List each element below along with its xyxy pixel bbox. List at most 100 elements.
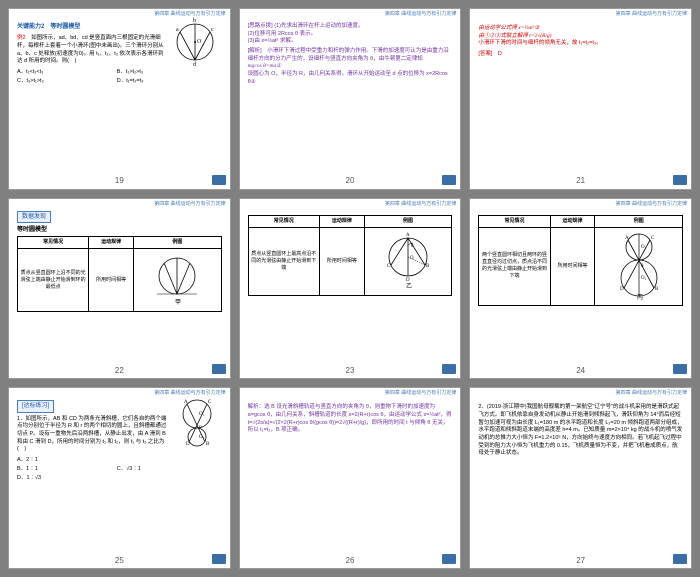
diagram-bing: A B C D O₁ O₂ θ 丙 — [614, 230, 664, 300]
formula-2: 设圆心为 O，半径为 R，由几何关系得，滑环从开始运动至 d 点的位移为 x=2… — [248, 71, 453, 86]
line-3: 小滑环下滑的时间与细杆的倾角无关，故 t₁=t₂=t₃。 — [478, 40, 683, 48]
analysis: [解析] 小滑环下滑过程中受重力和杆的弹力作用。下滑的加速度可认为是由重力沿细杆… — [248, 48, 453, 63]
cell-situation: 两个竖直圆环相切且两环的竖直直径均过切点，质点沿不同的光滑弦上端由静止开始滑到下… — [479, 227, 550, 305]
opt-c: C．t₃>t₁>t₂ — [17, 78, 115, 86]
opt-a: A．2∶1 — [17, 457, 115, 465]
chapter-header: 第四章 曲线运动与万有引力定律 — [154, 390, 225, 397]
opt-b: B．1∶1 — [17, 466, 115, 474]
formula-1: mgcos θ=ma① — [248, 63, 453, 71]
options: A．t₁<t₂<t₃ B．t₁>t₂>t₃ C．t₃>t₁>t₂ D．t₁=t₂… — [17, 69, 222, 86]
practice-title: [达标练习] — [17, 400, 54, 412]
svg-text:D: D — [620, 287, 624, 292]
opt-b: B．t₁>t₂>t₃ — [117, 69, 215, 77]
diagram-yi: A B C D O θ 乙 — [381, 230, 435, 290]
page-number: 19 — [115, 175, 124, 186]
page-number: 27 — [576, 555, 585, 566]
opt-c: C．√3∶1 — [117, 466, 215, 474]
page-number: 24 — [576, 365, 585, 376]
svg-text:B: B — [655, 287, 659, 292]
slide-20: 第四章 曲线运动与万有引力定律 [思路点拨] (1)先求出滑环在杆上运动的加速度… — [239, 8, 462, 190]
diagram-chords: O a b c d — [170, 17, 220, 67]
diagram-jiadian: 甲 — [152, 251, 202, 306]
opt-a: A．t₁<t₂<t₃ — [17, 69, 115, 77]
chapter-header: 第四章 曲线运动与万有引力定律 — [385, 201, 456, 208]
svg-text:甲: 甲 — [175, 299, 181, 306]
opt-d: D．1∶√3 — [17, 475, 115, 483]
chapter-header: 第四章 曲线运动与万有引力定律 — [616, 201, 687, 208]
watermark-icon — [212, 554, 226, 564]
svg-text:b: b — [193, 18, 196, 24]
svg-text:O₂: O₂ — [641, 276, 647, 281]
svg-text:A: A — [184, 400, 188, 405]
svg-text:O₁: O₁ — [641, 245, 647, 250]
watermark-icon — [673, 175, 687, 185]
svg-text:a: a — [176, 27, 179, 33]
model-table: 常见情况运动规律例图 两个竖直圆环相切且两环的竖直直径均过切点，质点沿不同的光滑… — [478, 215, 683, 306]
options: A．2∶1 B．1∶1 C．√3∶1 D．1∶√3 — [17, 457, 222, 483]
slide-26: 第四章 曲线运动与万有引力定律 解析：选 B 设光滑斜槽轨道与竖直方向的夹角为 … — [239, 387, 462, 569]
cell-situation: 质点从竖直圆环上最高点沿不同的光滑弦由静止开始滑到下端 — [248, 227, 319, 295]
watermark-icon — [442, 364, 456, 374]
svg-text:d: d — [193, 62, 196, 67]
chapter-header: 第四章 曲线运动与万有引力定律 — [616, 11, 687, 18]
cell-rule: 所用时间相等 — [550, 227, 595, 305]
slide-25: 第四章 曲线运动与万有引力定律 [达标练习] A B C D O₁ O₂ P 1… — [8, 387, 231, 569]
slide-21: 第四章 曲线运动与万有引力定律 由运动学公式得 x=½at²③ 由①②③式联立解… — [469, 8, 692, 190]
svg-text:C: C — [208, 400, 212, 405]
page-number: 20 — [346, 175, 355, 186]
cell-diagram: A B C D O₁ O₂ θ 丙 — [595, 227, 683, 305]
solution-body: 解析：选 B 设光滑斜槽轨道与竖直方向的夹角为 θ，则重物下滑时的加速度为 a=… — [248, 404, 453, 435]
slide-19: 第四章 曲线运动与万有引力定律 O a b c d 关键能力2 等时圆模型 例2… — [8, 8, 231, 190]
watermark-icon — [442, 175, 456, 185]
chapter-header: 第四章 曲线运动与万有引力定律 — [385, 11, 456, 18]
svg-text:B: B — [426, 264, 430, 269]
chapter-header: 第四章 曲线运动与万有引力定律 — [154, 201, 225, 208]
hint-3: (3)由 x=½at² 求解。 — [248, 38, 453, 46]
svg-text:O₂: O₂ — [199, 435, 205, 440]
line-1: 由运动学公式得 x=½at²③ — [478, 25, 683, 33]
cell-diagram: 甲 — [134, 249, 222, 312]
svg-text:P: P — [199, 426, 202, 431]
cell-diagram: A B C D O θ 乙 — [364, 227, 452, 295]
question-body: 2．(2019·浙江期中)我国航母舰载的第一架航空"辽宁号"的战斗机采用的是滑跃… — [478, 404, 683, 458]
svg-text:O: O — [197, 39, 202, 45]
hint-title: [思路点拨] (1)先求出滑环在杆上运动的加速度。 — [248, 23, 453, 31]
svg-text:B: B — [206, 442, 210, 447]
svg-text:C: C — [651, 236, 655, 241]
watermark-icon — [212, 175, 226, 185]
diagram-two-circles: A B C D O₁ O₂ P — [175, 396, 220, 456]
page-number: 23 — [346, 365, 355, 376]
model-table: 常见情况运动规律例图 质点从竖直圆环上最高点沿不同的光滑弦由静止开始滑到下端 所… — [248, 215, 453, 296]
section-title: 数据发现 — [17, 211, 51, 223]
cell-situation: 质点从竖直圆环上沿不同的光滑弦上端由静止开始滑到环的最低点 — [18, 249, 89, 312]
page-number: 21 — [576, 175, 585, 186]
svg-text:乙: 乙 — [406, 283, 412, 290]
svg-text:A: A — [406, 233, 410, 238]
chapter-header: 第四章 曲线运动与万有引力定律 — [385, 390, 456, 397]
opt-d: D．t₁=t₂=t₃ — [117, 78, 215, 86]
watermark-icon — [673, 364, 687, 374]
slide-22: 第四章 曲线运动与万有引力定律 数据发现 等时圆模型 常见情况运动规律例图 质点… — [8, 198, 231, 380]
page-number: 22 — [115, 365, 124, 376]
chapter-header: 第四章 曲线运动与万有引力定律 — [616, 390, 687, 397]
svg-text:O: O — [410, 256, 414, 261]
cell-rule: 所用时间相等 — [319, 227, 364, 295]
example-label: 例2 — [17, 35, 26, 41]
answer: [答案] D — [478, 51, 683, 59]
svg-text:c: c — [211, 27, 214, 33]
svg-text:O₁: O₁ — [199, 412, 205, 417]
slide-23: 第四章 曲线运动与万有引力定律 常见情况运动规律例图 质点从竖直圆环上最高点沿不… — [239, 198, 462, 380]
subtitle: 等时圆模型 — [17, 226, 222, 234]
svg-text:D: D — [406, 278, 410, 283]
cell-rule: 所用时间相等 — [89, 249, 134, 312]
page-number: 25 — [115, 555, 124, 566]
page-number: 26 — [346, 555, 355, 566]
chapter-header: 第四章 曲线运动与万有引力定律 — [154, 11, 225, 18]
svg-text:丙: 丙 — [637, 294, 643, 300]
slide-27: 第四章 曲线运动与万有引力定律 2．(2019·浙江期中)我国航母舰载的第一架航… — [469, 387, 692, 569]
svg-text:D: D — [186, 442, 190, 447]
svg-text:A: A — [625, 236, 629, 241]
slide-24: 第四章 曲线运动与万有引力定律 常见情况运动规律例图 两个竖直圆环相切且两环的竖… — [469, 198, 692, 380]
watermark-icon — [673, 554, 687, 564]
watermark-icon — [212, 364, 226, 374]
